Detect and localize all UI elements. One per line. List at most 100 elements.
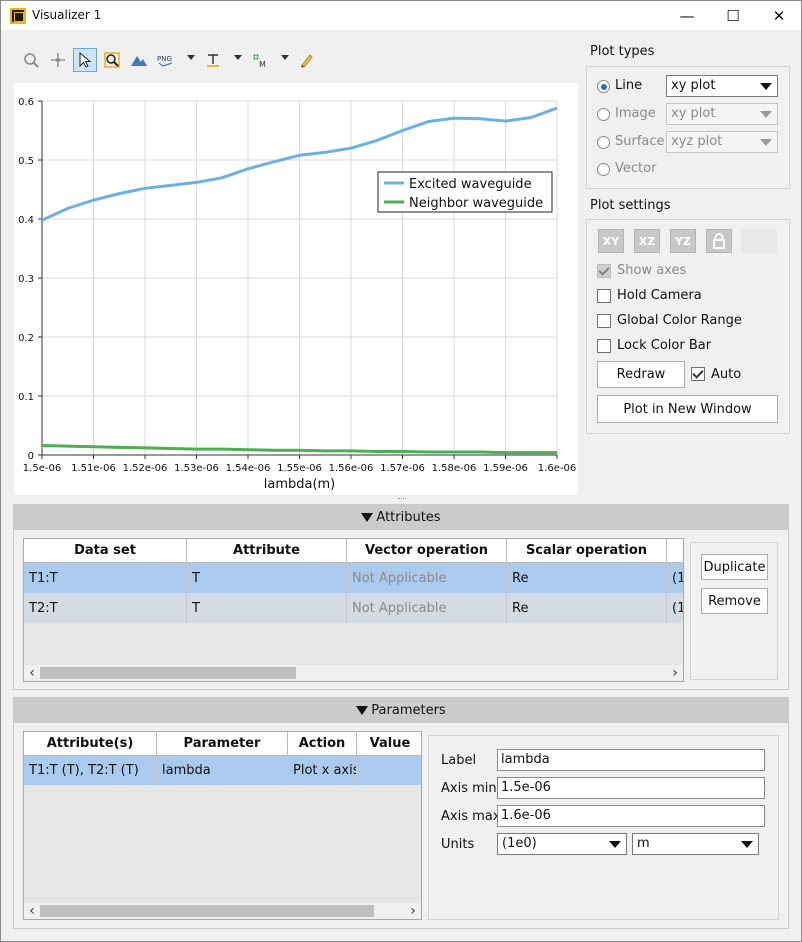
col-scalar-operation[interactable]: Scalar operation <box>507 539 667 563</box>
x-tick-label: 1.59e-06 <box>483 463 528 474</box>
add-marker-icon[interactable]: M <box>249 48 271 72</box>
scroll-left-icon[interactable]: ‹ <box>29 903 35 919</box>
image-radio[interactable] <box>597 108 610 121</box>
splitter-handle[interactable] <box>398 498 406 500</box>
attributes-hscrollbar[interactable]: ‹ › <box>24 665 683 681</box>
scroll-left-icon[interactable]: ‹ <box>29 665 35 681</box>
pencil-icon[interactable] <box>296 48 318 72</box>
auto-checkbox[interactable] <box>691 367 705 381</box>
png-dropdown-icon[interactable] <box>187 55 195 60</box>
maximize-button[interactable]: ☐ <box>726 6 740 25</box>
row2-data-set: T2:T <box>24 593 187 623</box>
image-label: Image <box>615 106 656 121</box>
text-dropdown-icon[interactable] <box>234 55 242 60</box>
table-row[interactable] <box>24 756 421 785</box>
remove-button[interactable]: Remove <box>701 588 768 614</box>
x-tick-label: 1.55e-06 <box>277 463 322 474</box>
line-radio[interactable] <box>597 80 610 93</box>
scroll-thumb[interactable] <box>40 667 296 679</box>
col-parameter[interactable]: Parameter <box>157 732 288 756</box>
table-row[interactable] <box>24 563 683 593</box>
scroll-right-icon[interactable]: › <box>410 903 416 919</box>
legend-label-1: Excited waveguide <box>409 177 532 192</box>
surface-radio[interactable] <box>597 136 610 149</box>
hold-camera-checkbox[interactable] <box>597 289 611 303</box>
lock-icon[interactable] <box>706 229 732 253</box>
row1-attribute: T <box>187 563 347 593</box>
minimize-button[interactable]: — <box>679 6 695 25</box>
col-attributes[interactable]: Attribute(s) <box>24 732 157 756</box>
zoom-icon[interactable] <box>20 48 42 72</box>
y-tick-label: 0 <box>28 451 34 462</box>
param-row-attributes: T1:T (T), T2:T (T) <box>24 756 157 785</box>
axis-min-field[interactable]: 1.5e-06 <box>497 777 765 799</box>
parameters-body <box>13 723 789 929</box>
y-tick-label: 0.4 <box>18 215 34 226</box>
plot-types-title: Plot types <box>590 44 655 59</box>
x-tick-label: 1.58e-06 <box>432 463 477 474</box>
text-tool-icon[interactable] <box>202 48 224 72</box>
parameter-details-panel <box>428 735 779 920</box>
marker-dropdown-icon[interactable] <box>281 55 289 60</box>
attributes-table: Data set Attribute Vector operation Scal… <box>23 538 684 682</box>
line-plot-value: xy plot <box>671 78 716 93</box>
attributes-buttons-panel <box>690 542 778 680</box>
global-color-range-checkbox[interactable] <box>597 314 611 328</box>
global-color-range-label: Global Color Range <box>617 313 742 328</box>
pan-icon[interactable] <box>47 48 69 72</box>
scroll-right-icon[interactable]: › <box>672 665 678 681</box>
collapse-triangle-icon <box>361 512 374 522</box>
x-tick-label: 1.6e-06 <box>538 463 576 474</box>
xz-view-button[interactable]: XZ <box>634 229 660 253</box>
row1-overflow: (1 <box>672 570 683 586</box>
window-title: Visualizer 1 <box>32 8 102 22</box>
select-pointer-icon[interactable] <box>73 48 97 72</box>
attributes-header[interactable]: Attributes <box>13 504 789 530</box>
col-attribute[interactable]: Attribute <box>187 539 347 563</box>
lock-color-bar-checkbox[interactable] <box>597 339 611 353</box>
legend-box <box>377 171 553 213</box>
axis-max-field[interactable]: 1.6e-06 <box>497 805 765 827</box>
auto-label: Auto <box>711 367 742 382</box>
parameters-header[interactable]: Parameters <box>13 697 789 723</box>
plot-in-new-window-button[interactable]: Plot in New Window <box>597 395 778 423</box>
x-tick-label: 1.54e-06 <box>226 463 271 474</box>
col-action[interactable]: Action <box>288 732 357 756</box>
units-scale-select[interactable]: (1e0) <box>497 833 627 855</box>
vector-label: Vector <box>615 161 657 176</box>
vector-radio[interactable] <box>597 163 610 176</box>
parameters-title: Parameters <box>371 702 446 718</box>
image-plot-value: xy plot <box>671 106 716 121</box>
label-caption: Label <box>441 753 477 768</box>
line-plot-select[interactable]: xy plot <box>666 75 778 97</box>
mountain-icon[interactable] <box>128 48 150 72</box>
redraw-button[interactable]: Redraw <box>597 361 685 388</box>
hold-camera-label: Hold Camera <box>617 288 702 303</box>
yz-view-button[interactable]: YZ <box>670 229 696 253</box>
zoom-box-icon[interactable] <box>101 48 123 72</box>
col-data-set[interactable]: Data set <box>24 539 187 563</box>
svg-text:M: M <box>259 60 266 68</box>
row1-data-set: T1:T <box>24 563 187 593</box>
line-chart[interactable]: 1.5e-06 1.51e-06 1.52e-06 1.53e-06 1.54e-06 1… <box>14 83 578 495</box>
units-caption: Units <box>441 837 475 852</box>
scroll-thumb[interactable] <box>40 905 374 917</box>
y-tick-label: 0.6 <box>18 97 34 108</box>
y-tick-label: 0.3 <box>18 274 34 285</box>
x-tick-label: 1.57e-06 <box>380 463 425 474</box>
close-button[interactable]: ✕ <box>772 6 786 25</box>
label-field[interactable]: lambda <box>497 749 765 771</box>
parameters-hscrollbar[interactable]: ‹ › <box>24 903 421 919</box>
units-select[interactable]: m <box>632 833 759 855</box>
y-tick-label: 0.1 <box>18 392 34 403</box>
param-row-value <box>357 756 421 785</box>
x-tick-label: 1.56e-06 <box>329 463 374 474</box>
duplicate-button[interactable]: Duplicate <box>701 554 768 580</box>
xy-view-button[interactable]: XY <box>598 229 624 253</box>
png-export-icon[interactable]: PNG <box>155 48 177 72</box>
col-value[interactable]: Value <box>357 732 421 756</box>
table-row[interactable] <box>24 593 683 623</box>
plot-area[interactable]: 1.5e-06 1.51e-06 1.52e-06 1.53e-06 1.54e-06 1… <box>14 83 578 495</box>
col-vector-operation[interactable]: Vector operation <box>347 539 507 563</box>
x-tick-label: 1.51e-06 <box>71 463 116 474</box>
